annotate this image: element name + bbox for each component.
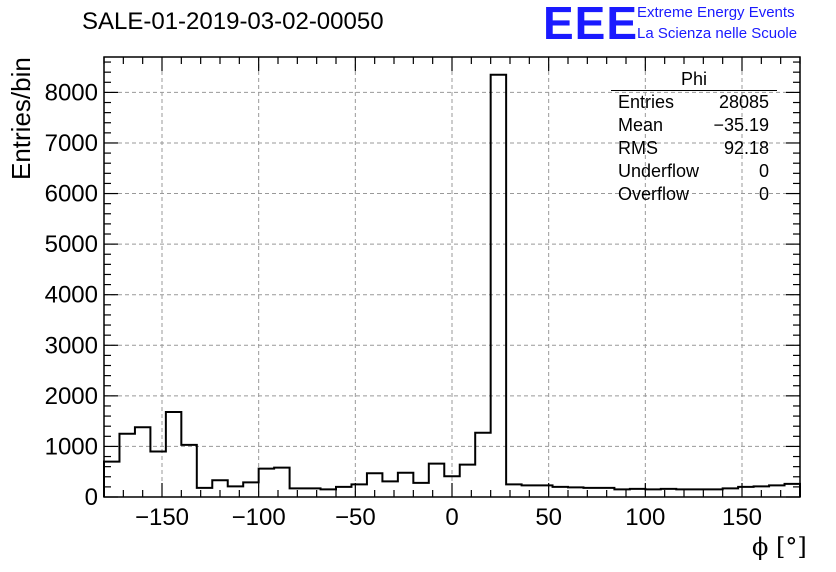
y-tick-label: 3000 [45, 332, 98, 359]
stats-label: Entries [618, 92, 675, 112]
histogram-bin [181, 445, 196, 497]
logo-line-1: Extreme Energy Events [637, 4, 795, 21]
y-tick-label: 4000 [45, 282, 98, 309]
stats-value: 28085 [718, 92, 769, 112]
histogram-bin [568, 487, 583, 497]
stats-value: 0 [758, 161, 769, 181]
histogram-bin [150, 451, 165, 497]
stats-value: 92.18 [723, 138, 769, 158]
histogram-bin [135, 427, 150, 497]
stats-row-overflow: Overflow 0 [611, 183, 777, 206]
histogram-bin [305, 488, 320, 497]
x-tick-label: 50 [535, 504, 562, 531]
x-axis-label: ϕ [°] [752, 533, 807, 561]
stats-box: Phi Entries 28085 Mean −35.19 RMS 92.18 … [611, 68, 777, 206]
x-tick-label: 100 [625, 504, 665, 531]
histogram-outline [103, 73, 801, 497]
histogram-bin [398, 473, 413, 497]
y-tick-label: 1000 [45, 433, 98, 460]
histogram-bin [429, 464, 444, 497]
histogram-bin [243, 482, 258, 497]
x-tick-labels: −150 −100 −50 0 50 100 150 [135, 504, 762, 531]
histogram-bin [274, 468, 289, 497]
stats-row-underflow: Underflow 0 [611, 160, 777, 183]
x-tick-label: 0 [445, 504, 458, 531]
x-tick-label: −100 [232, 504, 286, 531]
y-tick-label: 2000 [45, 383, 98, 410]
y-axis-label: Entries/bin [6, 57, 36, 180]
histogram-bin [475, 433, 490, 497]
stats-value: 0 [758, 184, 769, 204]
chart-title: SALE-01-2019-03-02-00050 [82, 8, 384, 35]
histogram-bin [583, 488, 598, 497]
histogram-bin [491, 75, 506, 497]
stats-label: Underflow [618, 161, 700, 181]
histogram-bin [506, 484, 521, 497]
x-tick-label: −50 [335, 504, 376, 531]
y-tick-label: 8000 [45, 79, 98, 106]
histogram-bin [197, 488, 212, 497]
x-tick-label: 150 [722, 504, 762, 531]
stats-row-entries: Entries 28085 [611, 91, 777, 114]
eee-logo: EEE [543, 0, 639, 49]
histogram-bin [336, 487, 351, 497]
x-tick-label: −150 [135, 504, 189, 531]
y-tick-labels: 0 1000 2000 3000 4000 5000 6000 7000 8000 [45, 79, 98, 511]
histogram-bin [645, 489, 660, 497]
histogram-bin [413, 483, 428, 497]
histogram-bin [630, 489, 645, 497]
histogram-bin [166, 412, 181, 497]
stats-label: Overflow [618, 184, 690, 204]
histogram-bin [707, 489, 722, 497]
stats-title: Phi [611, 68, 777, 91]
histogram-bin [785, 484, 800, 497]
y-tick-label: 5000 [45, 231, 98, 258]
histogram-bin [738, 487, 753, 497]
stats-row-mean: Mean −35.19 [611, 114, 777, 137]
histogram-bin [537, 485, 552, 497]
histogram-bin [259, 469, 274, 497]
histogram-bin [692, 489, 707, 497]
y-tick-label: 6000 [45, 181, 98, 208]
histogram-bin [614, 489, 629, 497]
histogram-bin [351, 484, 366, 497]
stats-row-rms: RMS 92.18 [611, 137, 777, 160]
histogram-bin [321, 489, 336, 497]
histogram-bin [382, 481, 397, 497]
stats-label: RMS [618, 138, 658, 158]
histogram-bin [460, 465, 475, 497]
grid-lines [104, 57, 800, 498]
histogram-bin [119, 434, 134, 497]
histogram-bin [723, 488, 738, 497]
histogram-bin [769, 485, 784, 497]
axis-ticks [103, 57, 801, 498]
logo-line-2: La Scienza nelle Scuole [637, 25, 798, 42]
histogram-bin [661, 489, 676, 497]
histogram-series [103, 73, 801, 497]
stats-value: −35.19 [713, 115, 769, 135]
y-tick-label: 0 [85, 484, 98, 511]
histogram-bin [553, 487, 568, 497]
y-tick-label: 7000 [45, 130, 98, 157]
histogram-bin [228, 486, 243, 497]
stats-label: Mean [618, 115, 664, 135]
